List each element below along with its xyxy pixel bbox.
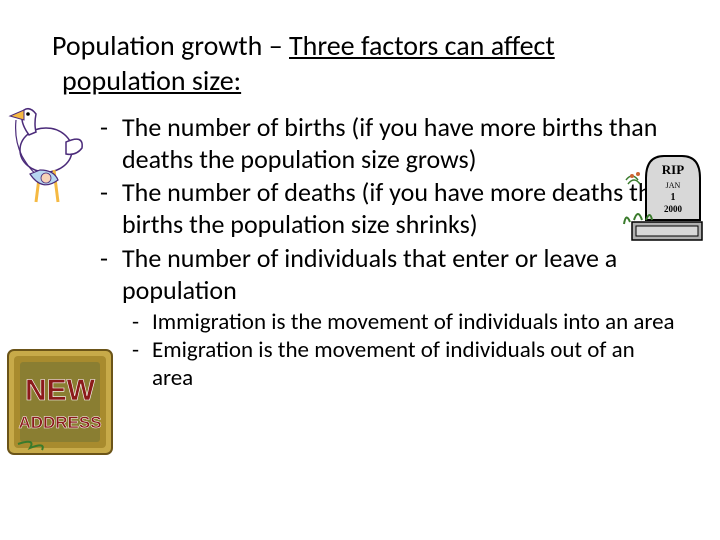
new-text: NEW — [25, 374, 96, 407]
list-item: The number of deaths (if you have more d… — [100, 177, 680, 240]
address-text: ADDRESS — [18, 413, 101, 432]
list-item: The number of births (if you have more b… — [100, 112, 680, 175]
day-text: 1 — [671, 192, 676, 203]
jan-text: JAN — [666, 181, 681, 190]
slide-title: Population growth – Three factors can af… — [62, 28, 680, 98]
bullet-text: The number of individuals that enter or … — [122, 242, 617, 306]
new-address-icon: NEW ADDRESS — [6, 348, 114, 456]
list-item: Immigration is the movement of individua… — [132, 308, 680, 336]
year-text: 2000 — [664, 204, 683, 214]
gravestone-icon: RIP JAN 1 2000 — [622, 150, 712, 245]
bullet-text: The number of births (if you have more b… — [122, 111, 657, 175]
stork-baby-icon — [6, 100, 86, 210]
list-item: Emigration is the movement of individual… — [132, 336, 680, 392]
bullet-text: Emigration is the movement of individual… — [152, 336, 635, 392]
bullet-list-lvl2: Immigration is the movement of individua… — [52, 308, 680, 392]
bullet-text: Immigration is the movement of individua… — [152, 308, 675, 336]
title-prefix: Population growth – — [52, 28, 289, 63]
list-item: The number of individuals that enter or … — [100, 243, 680, 306]
bullet-text: The number of deaths (if you have more d… — [122, 176, 678, 240]
bullet-list-lvl1: The number of births (if you have more b… — [52, 112, 680, 306]
slide: Population growth – Three factors can af… — [0, 0, 720, 540]
rip-text: RIP — [662, 162, 684, 177]
